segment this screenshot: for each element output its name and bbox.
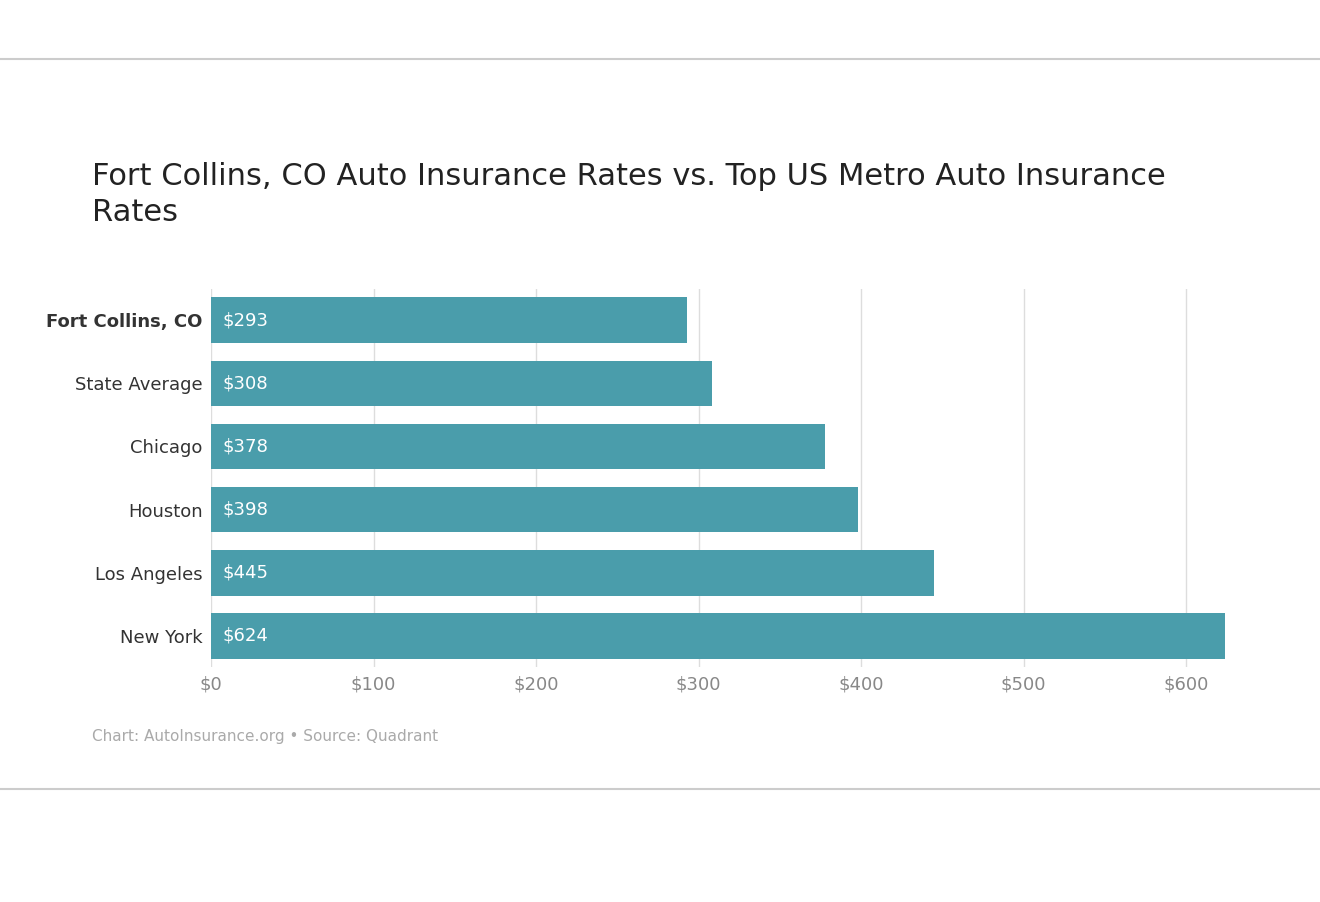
Bar xyxy=(211,550,935,595)
Text: $445: $445 xyxy=(223,564,268,582)
Bar xyxy=(211,298,688,343)
Text: $398: $398 xyxy=(223,501,268,519)
Text: $624: $624 xyxy=(223,627,268,645)
Bar xyxy=(211,424,825,469)
Text: $308: $308 xyxy=(223,374,268,392)
Bar xyxy=(211,361,711,406)
Text: Fort Collins, CO Auto Insurance Rates vs. Top US Metro Auto Insurance
Rates: Fort Collins, CO Auto Insurance Rates vs… xyxy=(92,162,1166,227)
Text: Chart: AutoInsurance.org • Source: Quadrant: Chart: AutoInsurance.org • Source: Quadr… xyxy=(92,729,438,744)
Text: $378: $378 xyxy=(223,437,268,456)
Bar xyxy=(211,613,1225,658)
Bar xyxy=(211,487,858,532)
Text: $293: $293 xyxy=(223,311,268,329)
